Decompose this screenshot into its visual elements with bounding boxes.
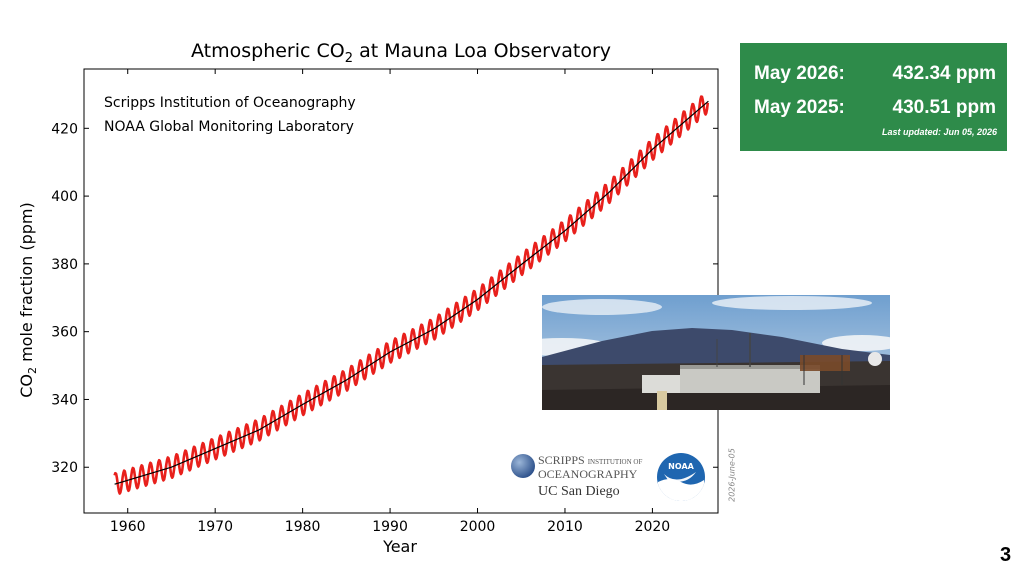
annotation-scripps: Scripps Institution of Oceanography	[104, 95, 356, 111]
x-tick-label: 1960	[110, 519, 146, 535]
observatory-photo	[542, 295, 890, 410]
stat-value-current: 432.34 ppm	[892, 63, 997, 84]
x-tick-label: 1990	[372, 519, 408, 535]
date-stamp: 2026-June-05	[727, 448, 737, 502]
x-axis-label: Year	[383, 537, 417, 556]
scripps-logo-text: SCRIPPS INSTITUTION OF OCEANOGRAPHY	[538, 453, 643, 481]
y-tick-label: 400	[51, 189, 78, 205]
stat-value-previous: 430.51 ppm	[892, 97, 997, 118]
x-tick-label: 2020	[635, 519, 671, 535]
annotation-noaa: NOAA Global Monitoring Laboratory	[104, 119, 354, 135]
last-updated-text: Last updated: Jun 05, 2026	[881, 127, 997, 137]
y-tick-label: 360	[51, 325, 78, 341]
stat-label-current: May 2026:	[754, 63, 845, 84]
y-tick-label: 320	[51, 460, 78, 476]
stats-box: May 2026: 432.34 ppm May 2025: 430.51 pp…	[740, 43, 1007, 151]
page-number: 3	[1000, 544, 1012, 566]
y-tick-label: 380	[51, 257, 78, 273]
x-tick-label: 1970	[197, 519, 233, 535]
plot-area-frame	[83, 68, 719, 514]
x-tick-label: 2010	[547, 519, 583, 535]
trend-co2-line	[114, 100, 709, 485]
stat-label-previous: May 2025:	[754, 97, 845, 118]
noaa-logo-icon: NOAA	[657, 453, 705, 502]
scripps-logo-icon	[511, 454, 535, 478]
ucsd-logo-text: UC San Diego	[538, 484, 620, 499]
svg-text:NOAA: NOAA	[668, 462, 694, 471]
monthly-co2-line	[113, 95, 710, 495]
x-tick-label: 2000	[460, 519, 496, 535]
logo-group: SCRIPPS INSTITUTION OF OCEANOGRAPHY UC S…	[508, 448, 714, 508]
y-tick-label: 420	[51, 121, 78, 137]
y-tick-label: 340	[51, 392, 78, 408]
y-axis-label: CO2 mole fraction (ppm)	[16, 202, 40, 398]
chart-title: Atmospheric CO2 at Mauna Loa Observatory	[191, 40, 611, 66]
x-tick-label: 1980	[285, 519, 321, 535]
